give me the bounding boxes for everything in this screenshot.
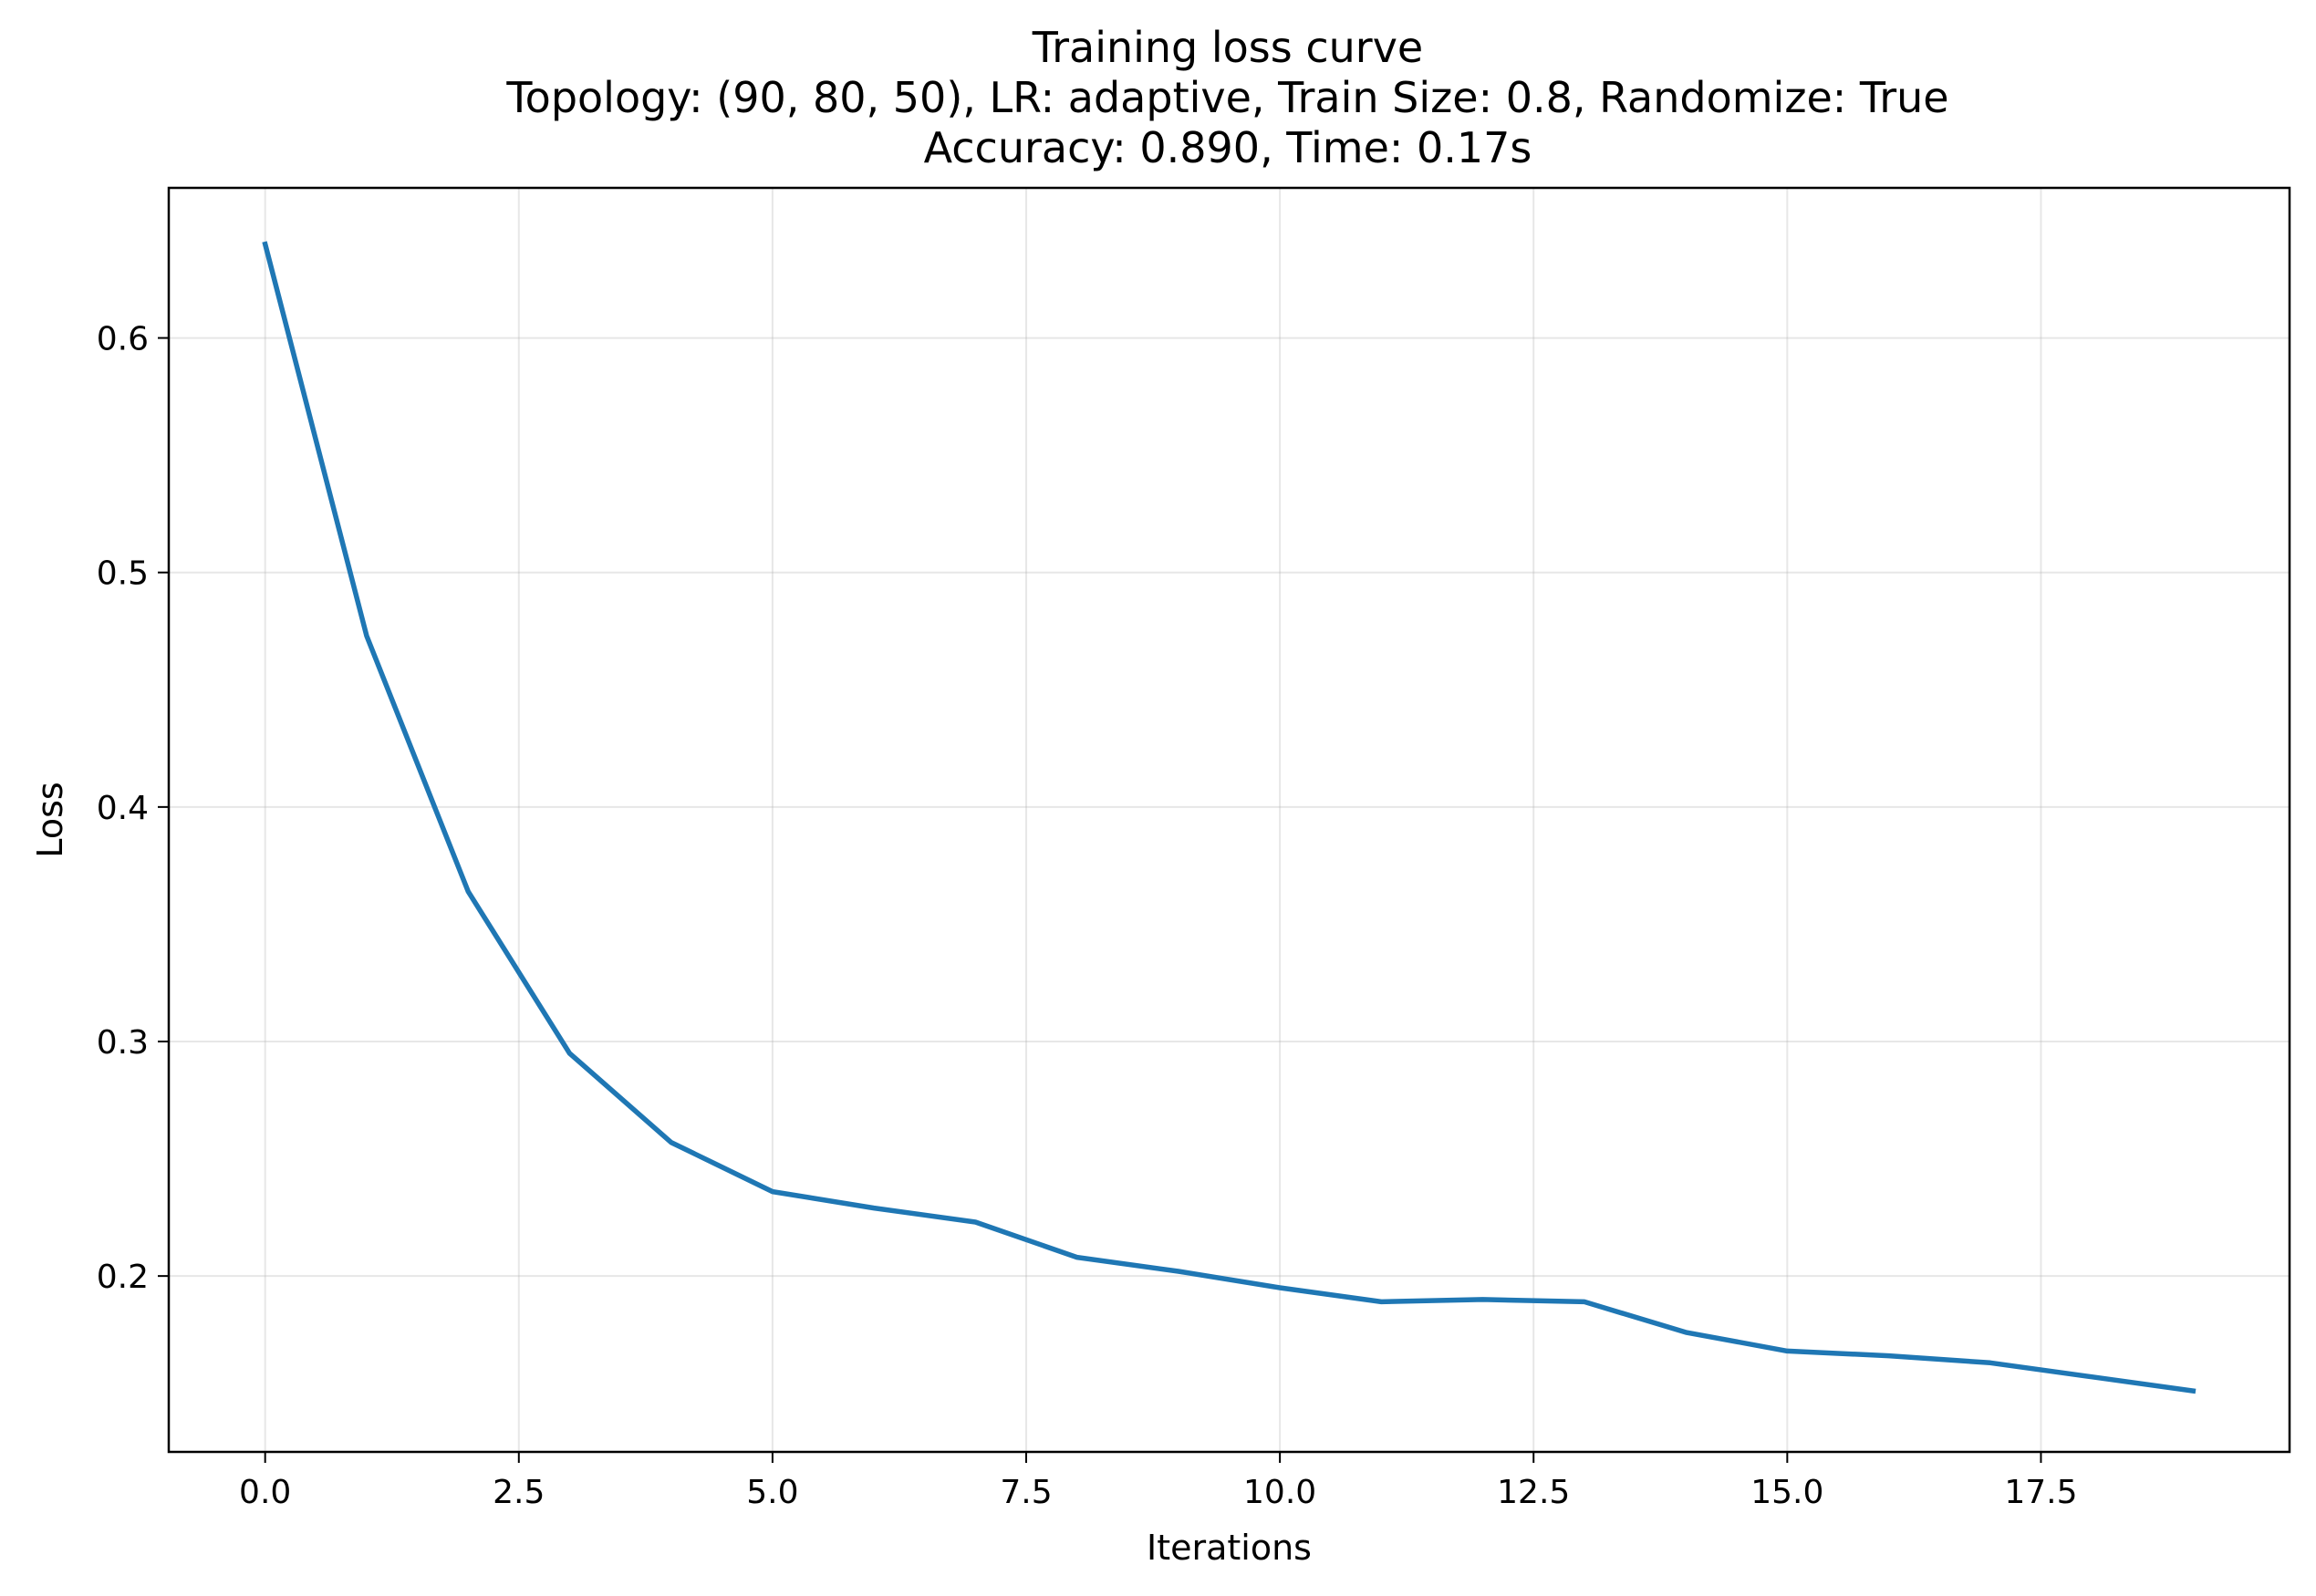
x-tick-label: 15.0 xyxy=(1750,1474,1823,1511)
y-tick-label: 0.6 xyxy=(97,321,149,358)
y-tick-label: 0.4 xyxy=(97,790,149,827)
y-tick-label: 0.3 xyxy=(97,1024,149,1062)
series-layer xyxy=(262,241,2197,1394)
x-axis-label: Iterations xyxy=(1147,1528,1312,1568)
x-tick-label: 12.5 xyxy=(1497,1474,1570,1511)
plot-frame xyxy=(167,186,2291,1454)
ticks-layer: 0.0 2.5 5.0 7.5 10.0 12.5 15.0 17.5 0.2 0.3 0.4 0.5… xyxy=(97,321,2078,1511)
chart-subtitle-line-2: Accuracy: 0.890, Time: 0.17s xyxy=(924,123,1532,172)
chart-subtitle-line-1: Topology: (90, 80, 50), LR: adaptive, Tr… xyxy=(505,73,1948,122)
chart-title: Training loss curve xyxy=(1032,23,1424,72)
y-axis-label: Loss xyxy=(30,782,70,857)
chart-title-group: Training loss curve Topology: (90, 80, 5… xyxy=(505,23,1948,172)
x-tick-label: 5.0 xyxy=(746,1474,798,1511)
y-tick-label: 0.2 xyxy=(97,1259,149,1296)
grid-layer xyxy=(169,188,2290,1452)
x-tick-label: 7.5 xyxy=(1000,1474,1052,1511)
loss-series-line xyxy=(262,241,2197,1394)
x-tick-label: 10.0 xyxy=(1243,1474,1316,1511)
x-tick-label: 17.5 xyxy=(2004,1474,2077,1511)
y-tick-label: 0.5 xyxy=(97,555,149,593)
x-tick-label: 2.5 xyxy=(493,1474,545,1511)
x-tick-label: 0.0 xyxy=(239,1474,291,1511)
